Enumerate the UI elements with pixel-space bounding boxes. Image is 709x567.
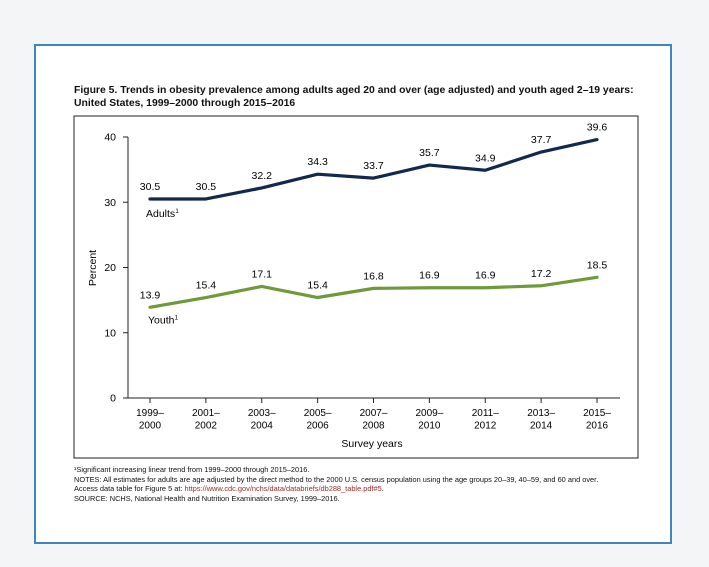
x-tick-label: 2015– 2016 [583, 408, 611, 432]
axis-ticks: 0 10 20 30 40 1999– 2000 2001– 2002 2003– 2004 2005… [104, 132, 611, 432]
x-tick-label-line: 2004 [251, 421, 274, 432]
x-tick-label-line: 2012 [474, 421, 497, 432]
data-label-youth: 17.1 [252, 268, 273, 280]
x-tick-label-line: 2011– [472, 408, 500, 419]
x-tick-label: 1999– 2000 [136, 408, 164, 432]
data-label-youth: 18.5 [587, 259, 608, 271]
figure-title-line-1: Figure 5. Trends in obesity prevalence a… [74, 85, 634, 96]
data-label-youth: 13.9 [140, 289, 161, 301]
x-tick-label: 2011– 2012 [472, 408, 500, 432]
data-label-youth: 15.4 [307, 280, 328, 292]
x-tick-label: 2013– 2014 [527, 408, 555, 432]
data-label-adults: 35.7 [419, 147, 440, 159]
data-label-adults: 33.7 [363, 160, 384, 172]
data-label-adults: 39.6 [587, 122, 608, 134]
x-tick-label: 2009– 2010 [415, 408, 443, 432]
x-tick-label-line: 2006 [307, 421, 330, 432]
data-table-link[interactable]: https://www.cdc.gov/nchs/data/databriefs… [184, 484, 382, 494]
data-label-adults: 34.9 [475, 152, 496, 164]
data-label-youth: 15.4 [196, 280, 217, 292]
footnote-access-prefix: Access data table for Figure 5 at: [74, 484, 185, 494]
y-tick-label: 30 [104, 197, 116, 209]
x-tick-label-line: 2013– [527, 408, 555, 419]
data-label-youth: 16.9 [419, 270, 440, 282]
x-tick-label-line: 2010 [418, 421, 441, 432]
x-tick-label-line: 2001– [192, 408, 220, 419]
series-name-adults: Adults1 [146, 208, 179, 220]
data-label-adults: 32.2 [252, 170, 273, 182]
footnote-access: Access data table for Figure 5 at: https… [74, 484, 654, 494]
y-tick-label: 40 [104, 132, 116, 144]
data-label-youth: 16.9 [475, 270, 496, 282]
y-tick-label: 20 [104, 262, 116, 274]
x-tick-label-line: 2005– [304, 408, 332, 419]
x-tick-label-line: 2008 [362, 421, 385, 432]
data-label-youth: 17.2 [531, 268, 552, 280]
x-tick-label-line: 2015– [583, 408, 611, 419]
y-tick-label: 10 [104, 327, 116, 339]
x-tick-label: 2007– 2008 [360, 408, 388, 432]
series-layer: 30.5 30.5 32.2 34.3 33.7 35.7 34.9 37.7 39.6 Adul… [140, 122, 608, 327]
x-axis-label: Survey years [341, 438, 402, 450]
footnote-access-suffix: . [381, 484, 384, 494]
series-footnote-mark: 1 [175, 208, 179, 215]
footnote-notes: NOTES: All estimates for adults are age … [74, 474, 599, 484]
y-axis-label: Percent [87, 250, 99, 286]
data-label-youth: 16.8 [363, 270, 384, 282]
figure-footnotes: ¹Significant increasing linear trend fro… [74, 465, 654, 503]
figure-title-line-2: United States, 1999–2000 through 2015–20… [74, 98, 296, 109]
footnote-trend: ¹Significant increasing linear trend fro… [74, 465, 310, 474]
y-tick-label: 0 [110, 393, 116, 405]
x-tick-label-line: 2016 [586, 421, 609, 432]
x-tick-label-line: 2000 [139, 421, 162, 432]
data-label-adults: 34.3 [307, 156, 328, 168]
figure-title: Figure 5. Trends in obesity prevalence a… [74, 84, 644, 110]
x-tick-label-line: 2014 [530, 421, 553, 432]
plot-area-border [73, 115, 639, 459]
x-tick-label: 2003– 2004 [248, 408, 276, 432]
footnote-source: SOURCE: NCHS, National Health and Nutrit… [74, 493, 340, 503]
x-tick-label-line: 2009– [415, 408, 443, 419]
data-label-adults: 30.5 [196, 181, 217, 193]
data-label-adults: 37.7 [531, 134, 552, 146]
x-tick-label-line: 2003– [248, 408, 276, 419]
x-tick-label-line: 1999– [136, 408, 164, 419]
data-label-adults: 30.5 [140, 181, 161, 193]
series-name-youth: Youth1 [148, 314, 178, 326]
x-tick-label-line: 2007– [360, 408, 388, 419]
figure-frame [34, 44, 672, 544]
x-tick-label-line: 2002 [195, 421, 218, 432]
x-tick-label: 2005– 2006 [304, 408, 332, 432]
series-footnote-mark: 1 [174, 314, 178, 321]
x-tick-label: 2001– 2002 [192, 408, 220, 432]
